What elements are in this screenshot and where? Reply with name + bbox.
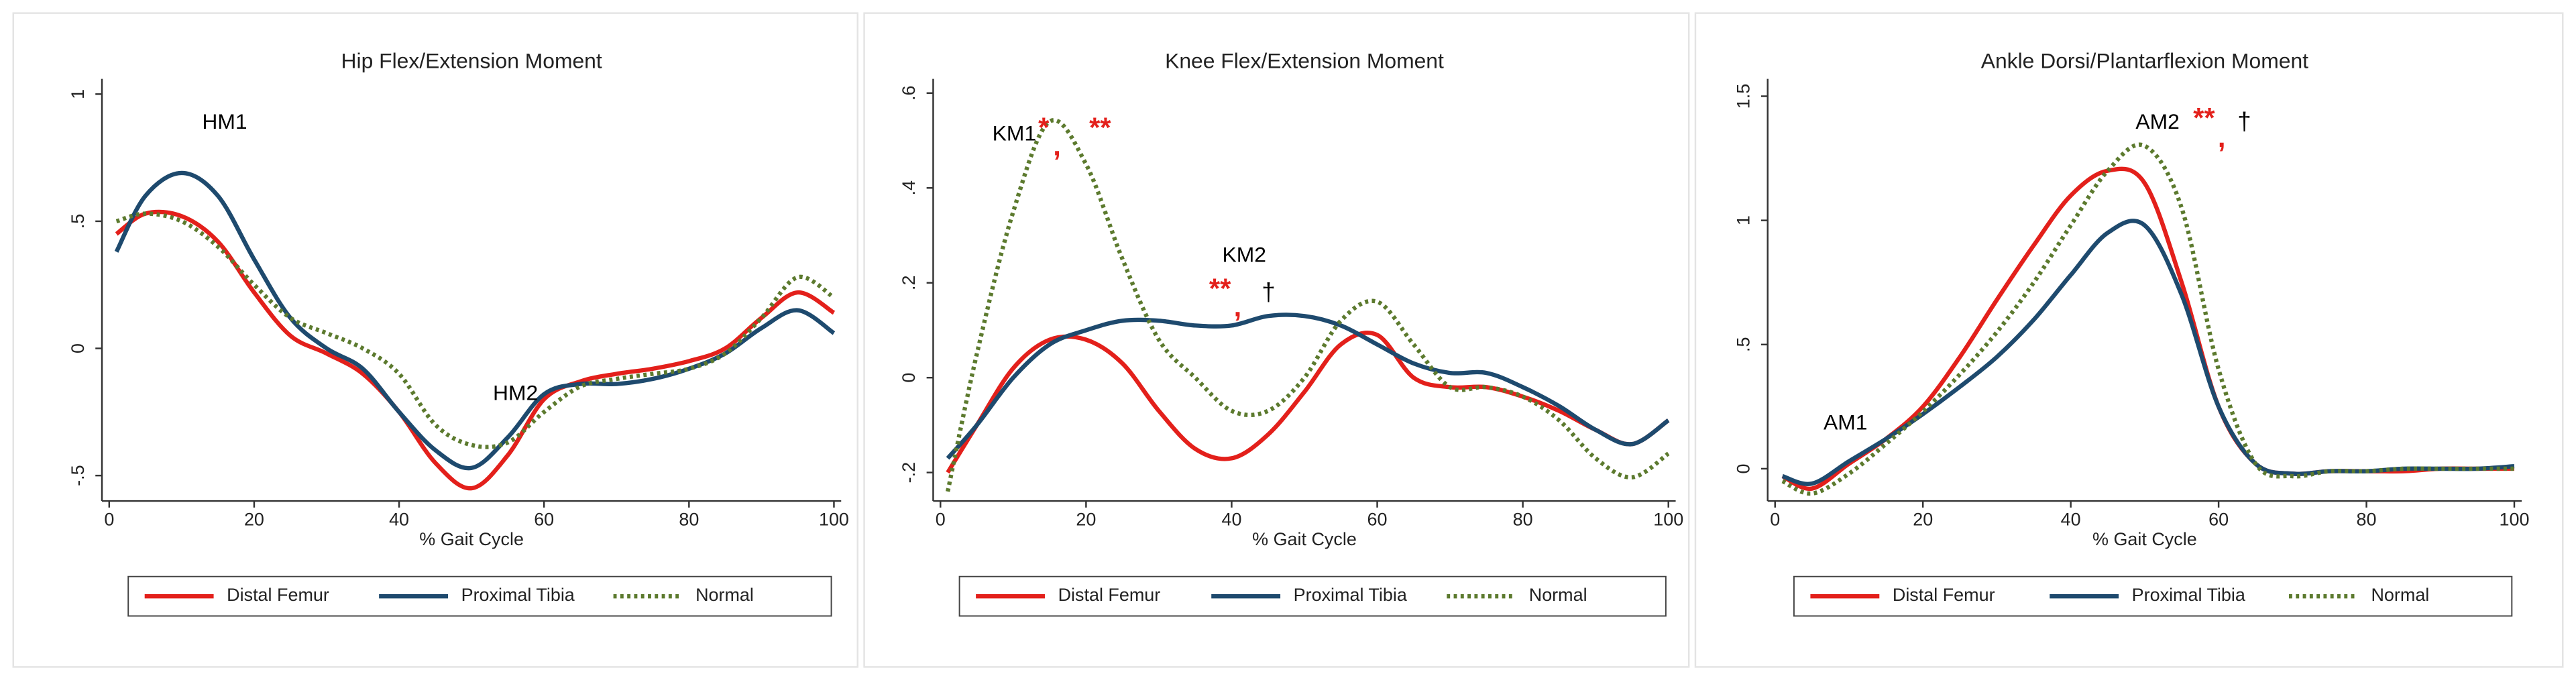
legend-label: Distal Femur (1058, 585, 1161, 605)
legend-box (127, 575, 832, 617)
annotation: HM1 (202, 109, 247, 133)
x-tick-label: 100 (2500, 510, 2530, 530)
x-axis-label: % Gait Cycle (419, 529, 524, 549)
legend-label: Normal (2371, 585, 2429, 605)
y-tick-label: -.2 (899, 462, 919, 483)
y-tick-label: 0 (1734, 463, 1754, 473)
annotation: * (1038, 112, 1050, 144)
annotation: KM2 (1223, 243, 1266, 267)
annotation: , (2218, 121, 2226, 153)
legend-label: Distal Femur (227, 585, 329, 605)
y-tick-label: 0 (68, 343, 88, 353)
chart-title: Hip Flex/Extension Moment (341, 48, 602, 72)
series-line (946, 118, 1670, 492)
x-tick-label: 80 (679, 510, 699, 530)
x-tick-label: 60 (1367, 510, 1388, 530)
chart-title: Knee Flex/Extension Moment (1165, 48, 1444, 72)
y-tick-label: 1 (1734, 215, 1754, 225)
legend-box (958, 575, 1667, 617)
annotation: KM1 (993, 121, 1036, 145)
x-tick-label: 0 (1770, 510, 1780, 530)
x-tick-label: 60 (534, 510, 554, 530)
annotation: † (2237, 107, 2251, 135)
panel-frame (1694, 12, 2564, 668)
annotation: AM1 (1824, 410, 1867, 434)
y-tick-label: 1 (68, 89, 88, 99)
x-tick-label: 20 (1913, 510, 1933, 530)
legend-label: Distal Femur (1893, 585, 1995, 605)
y-tick-label: .4 (899, 180, 919, 195)
x-axis-label: % Gait Cycle (2092, 529, 2197, 549)
x-tick-label: 40 (2061, 510, 2081, 530)
legend-label: Proximal Tibia (2132, 585, 2245, 605)
y-tick-label: .6 (899, 86, 919, 101)
x-tick-label: 80 (1513, 510, 1533, 530)
annotation: HM2 (493, 380, 538, 404)
x-tick-label: 80 (2357, 510, 2377, 530)
annotation: † (1262, 278, 1275, 306)
x-tick-label: 40 (389, 510, 409, 530)
x-tick-label: 20 (1076, 510, 1096, 530)
x-axis-label: % Gait Cycle (1252, 529, 1357, 549)
legend-box (1793, 575, 2513, 617)
legend-label: Normal (695, 585, 754, 605)
annotation: AM2 (2135, 109, 2179, 133)
x-tick-label: 100 (1653, 510, 1683, 530)
annotation: ** (2193, 102, 2215, 133)
x-tick-label: 40 (1221, 510, 1241, 530)
annotation: ** (1209, 273, 1231, 304)
panel: Hip Flex/Extension Moment -.5 0 .5 1 0 20 40 60 8… (12, 12, 858, 668)
x-tick-label: 20 (244, 510, 264, 530)
x-tick-label: 0 (104, 510, 114, 530)
y-tick-label: 0 (899, 373, 919, 383)
annotation: , (1234, 290, 1242, 322)
series-line (1781, 142, 2514, 496)
series-line (946, 312, 1670, 460)
panel: Knee Flex/Extension Moment -.2 0 .2 .4 .6 0 20 4… (863, 12, 1690, 668)
y-tick-label: .5 (68, 214, 88, 229)
x-tick-label: 0 (936, 510, 946, 530)
panel-frame (863, 12, 1690, 668)
y-tick-label: -.5 (68, 465, 88, 486)
chart-title: Ankle Dorsi/Plantarflexion Moment (1981, 48, 2308, 72)
series-line (946, 331, 1670, 474)
series-line (114, 170, 836, 471)
panel-frame (12, 12, 858, 668)
y-tick-label: 1.5 (1734, 84, 1754, 109)
legend-label: Proximal Tibia (461, 585, 575, 605)
series-line (115, 211, 836, 449)
y-tick-label: .2 (899, 275, 919, 290)
x-tick-label: 60 (2208, 510, 2229, 530)
annotation: ** (1089, 112, 1111, 144)
panel: Ankle Dorsi/Plantarflexion Moment 0 .5 1 1.5… (1694, 12, 2564, 668)
legend-label: Normal (1529, 585, 1587, 605)
legend-label: Proximal Tibia (1294, 585, 1407, 605)
y-tick-label: .5 (1734, 337, 1754, 352)
x-tick-label: 100 (819, 510, 849, 530)
annotation: , (1053, 129, 1061, 161)
